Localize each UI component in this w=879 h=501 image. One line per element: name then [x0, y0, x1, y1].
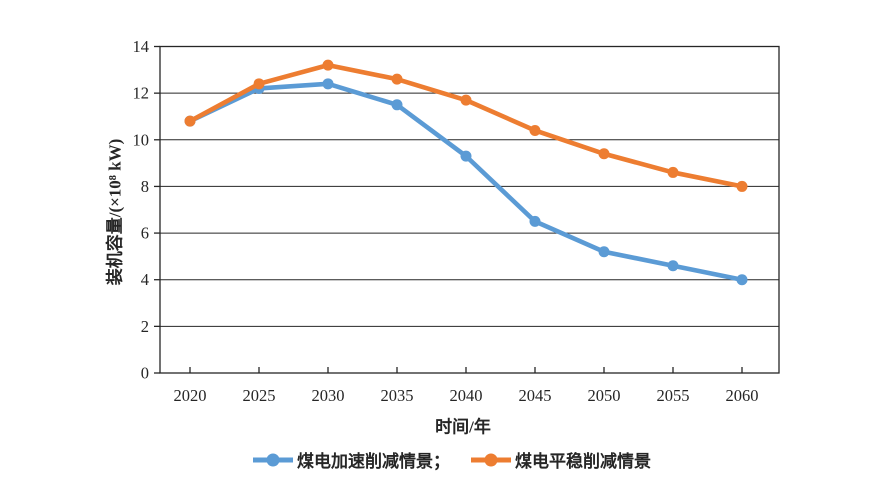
legend-item-steady-reduction: 煤电平稳削减情景 [470, 447, 651, 472]
y-tick-label: 0 [141, 364, 149, 383]
data-point-1-2045 [529, 124, 541, 136]
x-tick-label: 2035 [381, 386, 414, 405]
x-tick-label: 2025 [243, 386, 276, 405]
y-tick-label: 10 [133, 130, 150, 149]
y-tick-label: 2 [141, 317, 149, 336]
y-tick-label: 8 [141, 177, 149, 196]
x-tick-label: 2040 [450, 386, 483, 405]
x-tick-label: 2045 [519, 386, 552, 405]
data-point-1-2060 [736, 180, 748, 192]
data-point-0-2050 [598, 246, 610, 258]
x-tick-label: 2055 [657, 386, 690, 405]
y-tick-label: 14 [133, 37, 150, 56]
data-point-0-2060 [736, 274, 748, 286]
data-point-1-2025 [253, 78, 265, 90]
data-point-0-2055 [667, 260, 679, 272]
legend-label-steady-reduction: 煤电平稳削减情景 [515, 452, 651, 471]
data-point-1-2020 [184, 115, 196, 127]
data-point-1-2055 [667, 166, 679, 178]
data-point-0-2045 [529, 215, 541, 227]
data-point-1-2035 [391, 73, 403, 85]
x-tick-label: 2050 [588, 386, 621, 405]
chart-legend: 煤电加速削减情景； 煤电平稳削减情景 [12, 447, 879, 472]
legend-label-accelerated-reduction: 煤电加速削减情景； [297, 452, 450, 471]
series-line-1 [187, 62, 745, 189]
legend-item-accelerated-reduction: 煤电加速削减情景； [252, 447, 450, 472]
data-point-0-2040 [460, 150, 472, 162]
legend-line-marker-blue [253, 453, 293, 466]
y-axis-title: 装机容量/(×10⁸ kW) [105, 138, 125, 286]
x-tick-label: 2020 [174, 386, 207, 405]
x-tick-label: 2030 [312, 386, 345, 405]
plot-border [159, 45, 780, 374]
data-point-1-2030 [322, 59, 334, 71]
x-tick-label: 2060 [726, 386, 759, 405]
y-tick-label: 4 [141, 270, 149, 289]
series-line-0 [187, 81, 745, 283]
data-point-1-2050 [598, 148, 610, 160]
y-tick-label: 12 [133, 84, 150, 103]
data-point-0-2035 [391, 99, 403, 111]
y-tick-label: 6 [141, 224, 149, 243]
x-axis-title: 时间/年 [435, 417, 491, 437]
legend-line-marker-orange [471, 453, 511, 466]
data-point-0-2030 [322, 78, 334, 90]
data-point-1-2040 [460, 94, 472, 106]
